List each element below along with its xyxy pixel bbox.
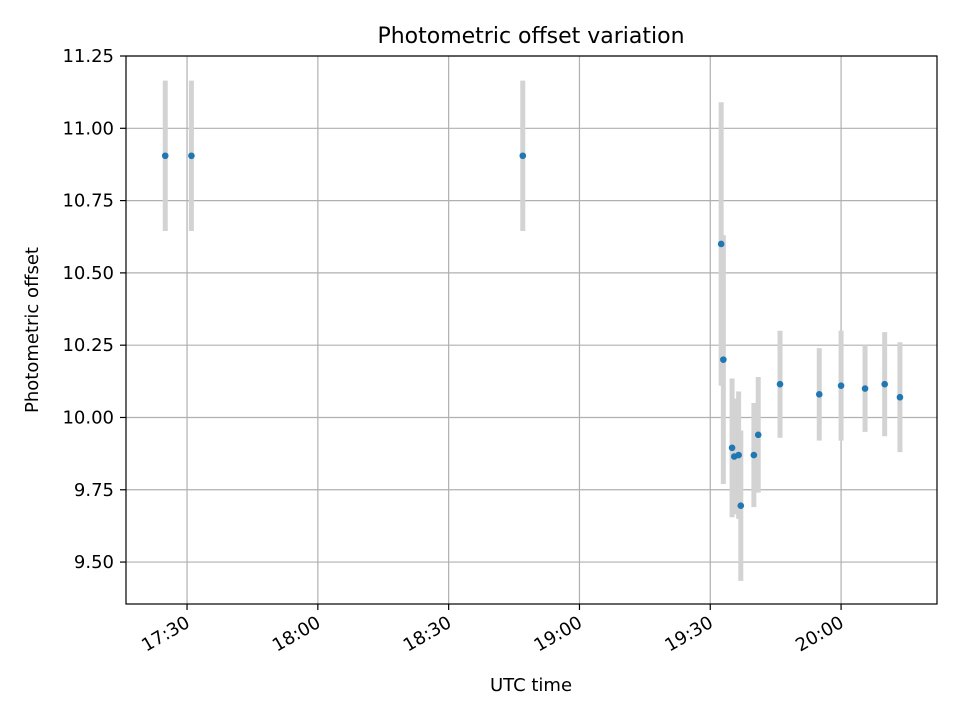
x-tick-label: 17:30 (138, 612, 193, 656)
data-point (188, 152, 195, 160)
data-point (737, 502, 745, 509)
data-point (750, 451, 758, 459)
data-point (720, 356, 727, 363)
data-point (815, 391, 823, 398)
data-point (728, 444, 736, 452)
x-tick-label: 19:00 (531, 612, 586, 656)
data-point (881, 380, 888, 388)
point-layer (161, 152, 904, 509)
y-tick-label: 10.00 (62, 407, 114, 428)
y-tick-label: 9.75 (74, 480, 114, 501)
x-tick-label: 18:30 (400, 612, 455, 656)
y-tick-label: 11.25 (62, 46, 114, 67)
plot-frame (125, 55, 938, 605)
y-axis-ticks: 9.50 9.75 10.00 10.25 10.50 10.75 11.00 11.25 (62, 46, 126, 573)
data-point (161, 152, 169, 160)
data-point (776, 380, 784, 388)
x-tick-label: 19:30 (661, 612, 716, 656)
x-tick-label: 18:00 (269, 612, 324, 656)
data-point (896, 393, 904, 401)
y-axis-label: Photometric offset (22, 247, 43, 413)
y-tick-label: 10.50 (62, 263, 114, 284)
x-tick-label: 20:00 (792, 612, 847, 656)
data-point (754, 431, 762, 439)
data-point (519, 152, 527, 160)
errorbar-layer (162, 80, 903, 581)
data-point (735, 451, 742, 459)
data-point (861, 385, 869, 392)
data-point (717, 240, 725, 248)
grid-layer (126, 55, 937, 604)
y-tick-label: 10.75 (62, 191, 114, 212)
x-axis-label: UTC time (490, 675, 572, 696)
data-point (837, 382, 845, 389)
chart-title: Photometric offset variation (377, 24, 684, 49)
y-tick-label: 11.00 (62, 118, 114, 139)
x-axis-ticks: 17:30 18:00 18:30 19:00 19:30 20:00 (138, 604, 848, 656)
y-tick-label: 9.50 (74, 552, 114, 573)
y-tick-label: 10.25 (62, 335, 114, 356)
